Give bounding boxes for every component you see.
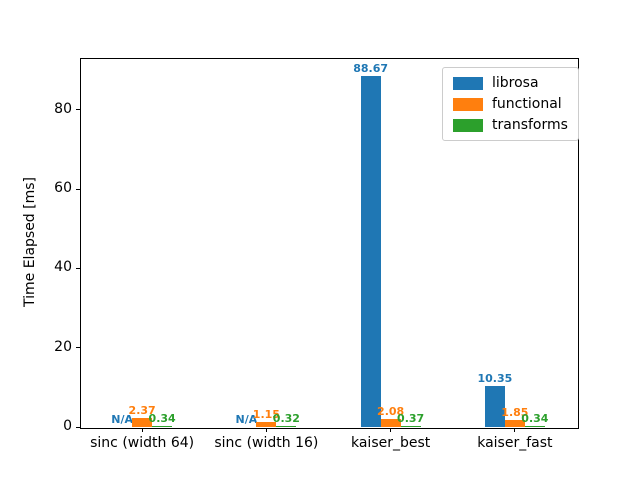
legend-item: functional — [453, 96, 568, 112]
legend-label: librosa — [492, 75, 539, 91]
legend-item: librosa — [453, 75, 568, 91]
y-axis-label: Time Elapsed [ms] — [22, 176, 38, 308]
xtick-mark — [265, 428, 267, 432]
xtick-label: kaiser_fast — [477, 435, 553, 451]
xtick-mark — [390, 428, 392, 432]
legend-label: functional — [492, 96, 562, 112]
bar — [276, 425, 297, 427]
ytick-label: 80 — [54, 100, 72, 117]
ytick-mark — [76, 109, 80, 111]
ytick-mark — [76, 347, 80, 349]
ytick-label: 20 — [54, 338, 72, 355]
bar — [484, 385, 505, 427]
xtick-label: sinc (width 16) — [214, 435, 319, 451]
ytick-mark — [76, 267, 80, 269]
bar — [256, 422, 277, 427]
legend-label: transforms — [492, 117, 568, 133]
xtick-mark — [514, 428, 516, 432]
bar — [152, 425, 173, 427]
xtick-mark — [141, 428, 143, 432]
bar — [400, 425, 421, 427]
legend-swatch — [453, 76, 483, 90]
legend: librosa functional transforms — [442, 67, 579, 141]
bar — [380, 418, 401, 427]
xtick-label: sinc (width 64) — [90, 435, 195, 451]
ytick-mark — [76, 188, 80, 190]
legend-item: transforms — [453, 117, 568, 133]
legend-swatch — [453, 118, 483, 132]
bar — [504, 419, 525, 427]
ytick-label: 0 — [63, 418, 72, 434]
ytick-label: 60 — [54, 180, 72, 197]
bar — [132, 417, 153, 427]
bar — [524, 425, 545, 427]
ytick-mark — [76, 426, 80, 428]
legend-swatch — [453, 97, 483, 111]
ytick-label: 40 — [54, 259, 72, 276]
bar — [360, 75, 381, 427]
xtick-label: kaiser_best — [350, 435, 431, 451]
